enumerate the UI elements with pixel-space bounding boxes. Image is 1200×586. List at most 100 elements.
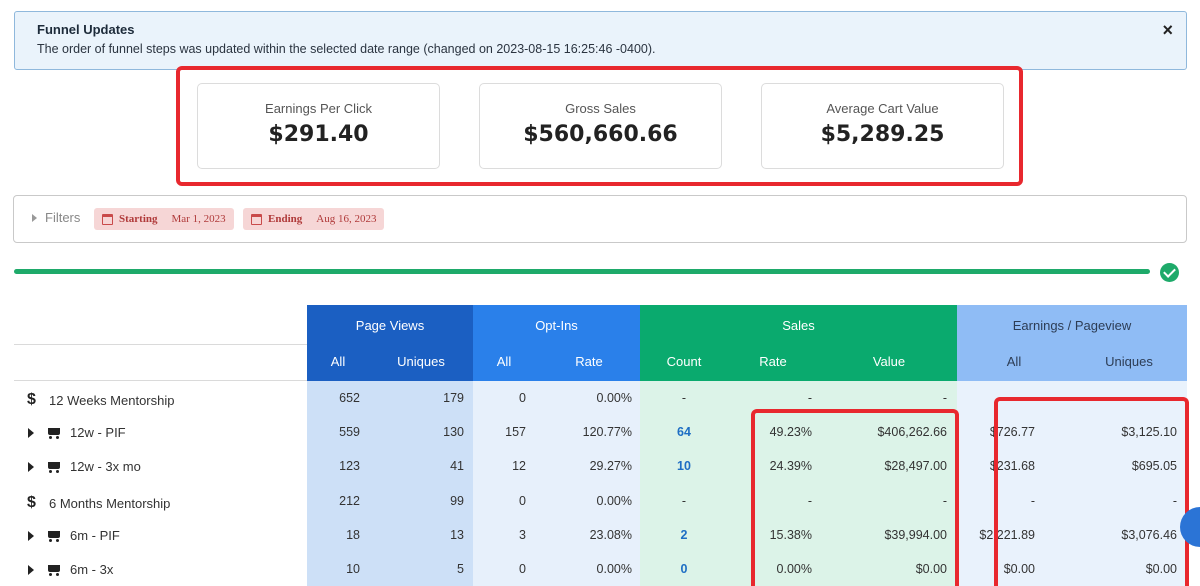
cart-icon <box>46 564 61 576</box>
table-cell: 24.39% <box>769 459 812 473</box>
funnel-updates-notice: Funnel Updates The order of funnel steps… <box>14 11 1187 70</box>
row-label: 12 Weeks Mentorship <box>49 392 175 408</box>
table-cell: 15.38% <box>769 528 812 542</box>
table-cell: 0 <box>519 562 526 576</box>
table-cell: $726.77 <box>989 425 1035 439</box>
column-subheader: Uniques <box>1105 354 1153 369</box>
table-cell: 49.23% <box>769 425 812 439</box>
table-cell: 12 <box>512 459 526 473</box>
table-cell: 559 <box>339 425 360 439</box>
table-cell: 0.00% <box>596 391 632 405</box>
column-group-header-bg <box>473 305 640 381</box>
caret-right-icon[interactable] <box>28 530 34 541</box>
filters-panel: Filters Starting Mar 1, 2023 Ending Aug … <box>13 195 1187 243</box>
table-cell: $28,497.00 <box>884 459 947 473</box>
notice-title: Funnel Updates <box>37 22 135 37</box>
stat-card-gross-sales: Gross Sales $560,660.66 <box>479 83 722 169</box>
table-cell: 99 <box>450 494 464 508</box>
column-group-label: Earnings / Pageview <box>1012 318 1132 333</box>
row-label: 6m - PIF <box>70 528 120 543</box>
dollar-icon: $ <box>27 494 36 511</box>
help-chat-button[interactable] <box>1180 507 1200 547</box>
cart-icon <box>46 530 61 542</box>
caret-right-icon[interactable] <box>28 461 34 472</box>
stat-label: Earnings Per Click <box>265 101 372 116</box>
cart-icon <box>46 427 61 439</box>
table-cell: 18 <box>346 528 360 542</box>
end-date-chip[interactable]: Ending Aug 16, 2023 <box>243 208 385 230</box>
table-cell[interactable]: 0 <box>680 562 688 576</box>
column-group-body-bg <box>640 381 957 586</box>
end-date-value: Aug 16, 2023 <box>316 213 377 225</box>
stat-value: $291.40 <box>268 122 369 147</box>
table-cell: 0 <box>519 494 526 508</box>
table-cell[interactable]: 2 <box>680 528 688 542</box>
column-group-label: Page Views <box>355 318 425 333</box>
table-cell: 29.27% <box>589 459 632 473</box>
table-cell: $695.05 <box>1131 459 1177 473</box>
table-cell: $0.00 <box>1003 562 1035 576</box>
table-cell: 5 <box>457 562 464 576</box>
funnel-step-row[interactable]: 12w - PIF <box>28 425 126 440</box>
table-cell: 0.00% <box>776 562 812 576</box>
table-cell: 179 <box>443 391 464 405</box>
start-date-value: Mar 1, 2023 <box>171 213 226 225</box>
table-cell[interactable]: 10 <box>677 459 691 473</box>
table-cell: - <box>681 391 687 405</box>
table-cell: 0 <box>519 391 526 405</box>
calendar-icon <box>102 213 113 225</box>
column-subheader: Count <box>666 354 702 369</box>
caret-right-icon[interactable] <box>28 427 34 438</box>
table-cell: 23.08% <box>589 528 632 542</box>
funnel-step-row[interactable]: 12w - 3x mo <box>28 459 141 474</box>
table-cell: $39,994.00 <box>884 528 947 542</box>
caret-right-icon <box>32 213 37 222</box>
table-cell: - <box>807 391 812 405</box>
table-cell: $3,125.10 <box>1121 425 1177 439</box>
column-group-header-bg <box>957 305 1187 381</box>
table-cell: 13 <box>450 528 464 542</box>
table-cell: 0.00% <box>596 494 632 508</box>
table-cell: 123 <box>339 459 360 473</box>
cart-icon <box>46 461 61 473</box>
filters-toggle[interactable]: Filters <box>32 210 80 225</box>
end-date-label: Ending <box>268 213 303 225</box>
column-group-body-bg <box>307 381 473 586</box>
stat-card-average-cart-value: Average Cart Value $5,289.25 <box>761 83 1004 169</box>
check-circle-icon <box>1160 263 1179 282</box>
stat-card-earnings-per-click: Earnings Per Click $291.40 <box>197 83 440 169</box>
column-subheader: Value <box>872 354 906 369</box>
table-cell: - <box>681 494 687 508</box>
notice-text: The order of funnel steps was updated wi… <box>37 42 656 56</box>
column-subheader: Rate <box>759 354 787 369</box>
row-label: 6m - 3x <box>70 562 114 577</box>
table-cell: - <box>942 391 947 405</box>
dollar-icon: $ <box>27 391 36 408</box>
funnel-group-row: $12 Weeks Mentorship <box>27 391 175 409</box>
table-cell: $406,262.66 <box>877 425 947 439</box>
row-label: 6 Months Mentorship <box>49 495 171 511</box>
table-cell: $0.00 <box>1145 562 1177 576</box>
stat-label: Gross Sales <box>565 101 636 116</box>
start-date-chip[interactable]: Starting Mar 1, 2023 <box>94 208 234 230</box>
filters-label: Filters <box>45 210 81 225</box>
funnel-group-row: $6 Months Mentorship <box>27 494 170 512</box>
header-divider <box>14 380 307 381</box>
row-label: 12w - 3x mo <box>70 459 141 474</box>
column-subheader: All <box>1006 354 1022 369</box>
caret-right-icon[interactable] <box>28 564 34 575</box>
table-cell: 3 <box>519 528 526 542</box>
table-cell: $2,221.89 <box>979 528 1035 542</box>
table-cell: 0.00% <box>596 562 632 576</box>
table-cell[interactable]: 64 <box>677 425 691 439</box>
table-cell: - <box>1030 494 1035 508</box>
table-cell: 130 <box>443 425 464 439</box>
close-icon[interactable]: × <box>1162 20 1173 40</box>
table-cell: 120.77% <box>582 425 632 439</box>
funnel-step-row[interactable]: 6m - 3x <box>28 562 113 577</box>
funnel-step-row[interactable]: 6m - PIF <box>28 528 120 543</box>
start-date-label: Starting <box>119 213 158 225</box>
column-group-body-bg <box>473 381 640 586</box>
column-group-label: Opt-Ins <box>535 318 578 333</box>
stat-value: $5,289.25 <box>820 122 945 147</box>
